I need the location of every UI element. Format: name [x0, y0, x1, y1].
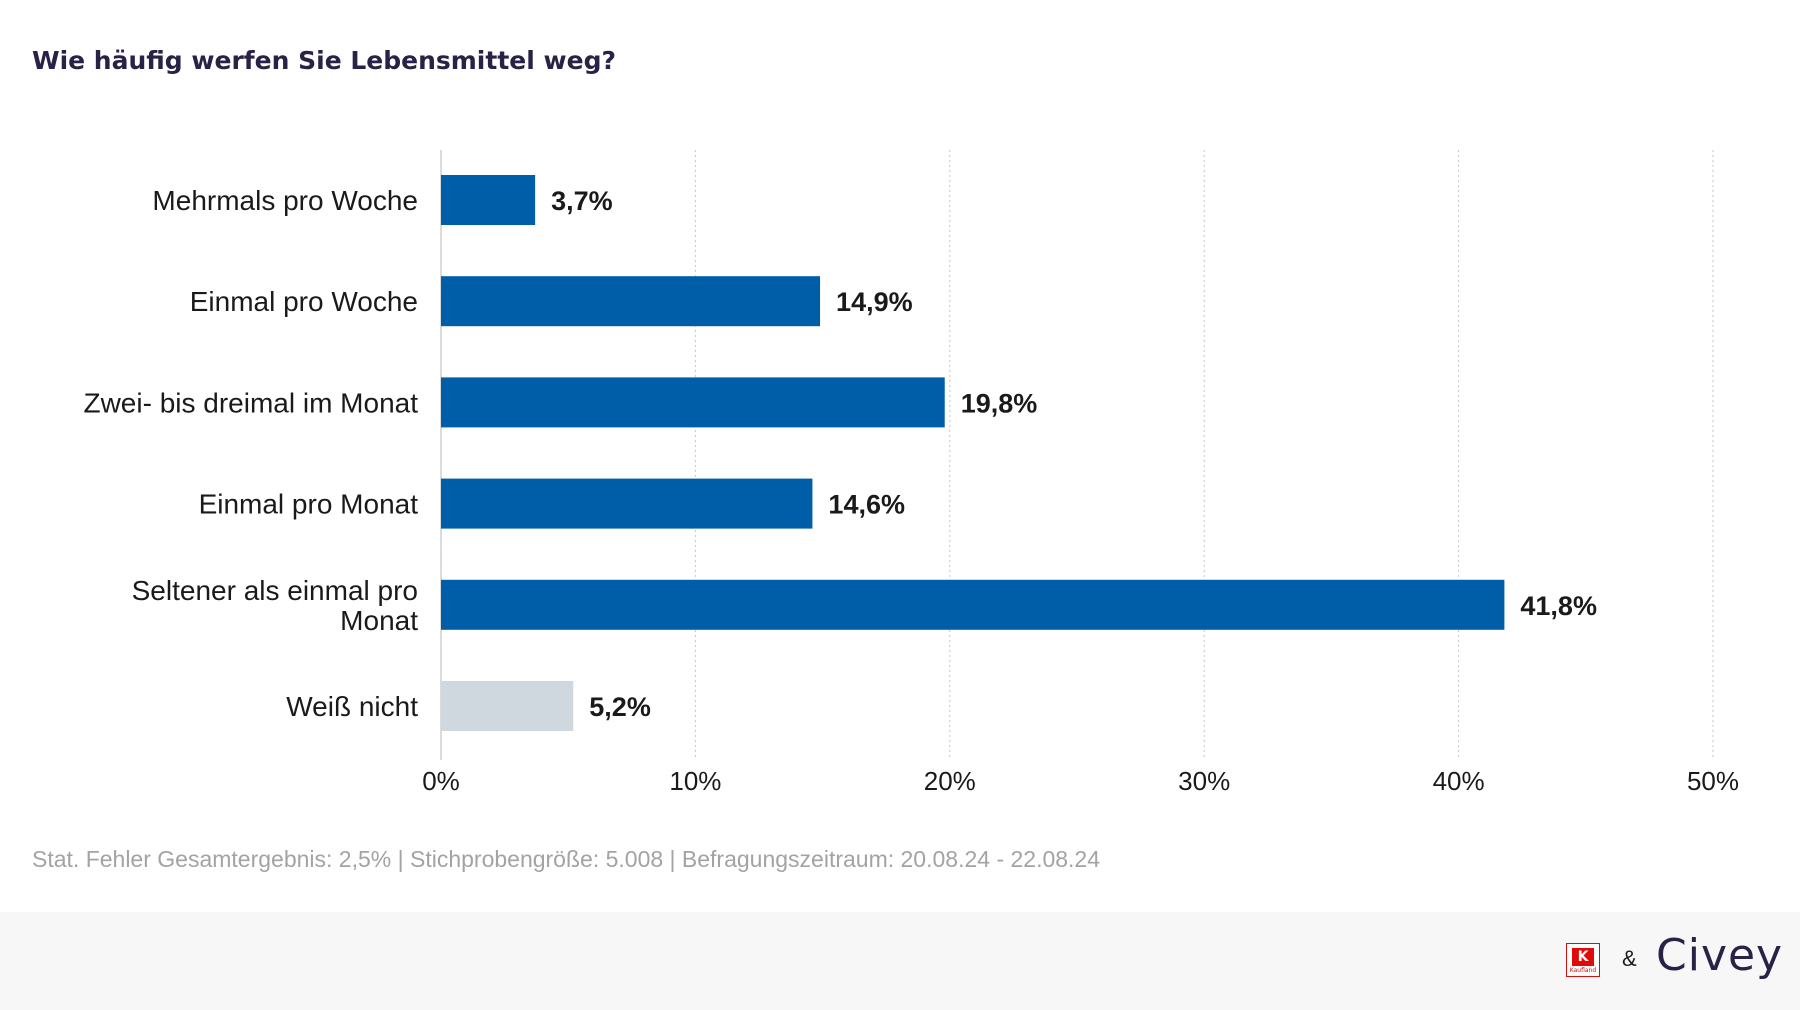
category-label: Weiß nicht	[286, 691, 418, 722]
value-label: 14,9%	[836, 287, 913, 317]
category-label: Einmal pro Monat	[199, 489, 419, 520]
bar	[441, 478, 813, 529]
value-label: 19,8%	[961, 388, 1038, 418]
x-tick-label: 20%	[924, 766, 976, 796]
x-tick-label: 30%	[1178, 766, 1230, 796]
labels: 0% 10% 20% 30% 40% 50% 3,7% Mehrmals pro Woche 1…	[83, 185, 1739, 796]
bar	[441, 681, 574, 731]
x-tick-label: 50%	[1687, 766, 1739, 796]
category-label: Mehrmals pro Woche	[152, 185, 418, 216]
bar	[441, 276, 821, 327]
category-label: Monat	[340, 605, 418, 636]
footnote: Stat. Fehler Gesamtergebnis: 2,5% | Stic…	[32, 846, 1101, 872]
category-label: Seltener als einmal pro	[132, 575, 418, 606]
category-label: Zwei- bis dreimal im Monat	[83, 387, 418, 418]
chart-title: Wie häufig werfen Sie Lebensmittel weg?	[32, 46, 616, 75]
x-tick-label: 0%	[422, 766, 460, 796]
value-label: 3,7%	[551, 186, 613, 216]
x-tick-label: 40%	[1433, 766, 1485, 796]
kaufland-logo-mark: K	[1572, 948, 1594, 966]
footer-bar	[0, 912, 1800, 1010]
category-label: Einmal pro Woche	[190, 286, 418, 317]
bar	[441, 175, 536, 225]
bar-chart: 0% 10% 20% 30% 40% 50% 3,7% Mehrmals pro Woche 1…	[83, 150, 1739, 796]
x-tick-label: 10%	[669, 766, 721, 796]
civey-logo: Civey	[1656, 930, 1784, 981]
bar	[441, 579, 1505, 630]
kaufland-logo: K Kaufland	[1566, 943, 1600, 977]
bar	[441, 377, 945, 428]
kaufland-logo-wordmark: Kaufland	[1569, 967, 1597, 974]
value-label: 5,2%	[589, 692, 651, 722]
grid-lines	[440, 150, 1714, 760]
ampersand: &	[1622, 946, 1637, 971]
bars	[441, 175, 1505, 731]
value-label: 41,8%	[1520, 591, 1597, 621]
value-label: 14,6%	[828, 490, 905, 520]
